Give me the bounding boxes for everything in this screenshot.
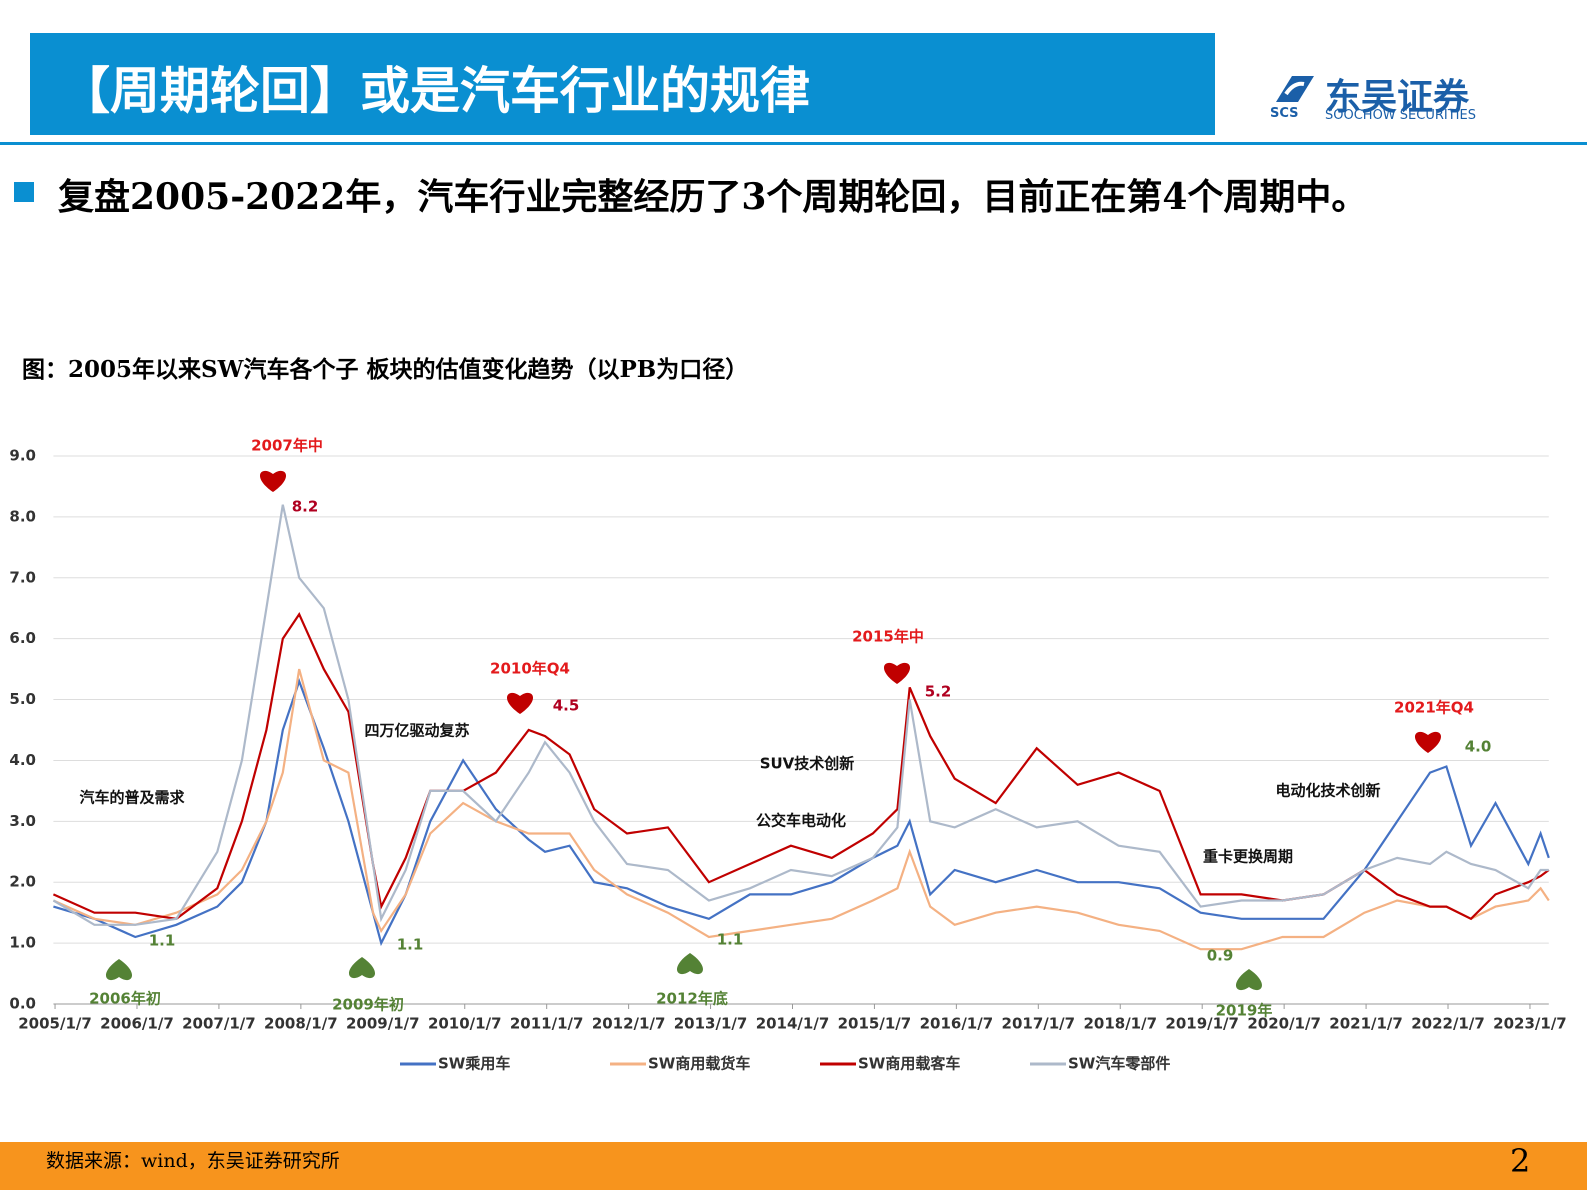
annotation: 1.1 bbox=[149, 932, 176, 950]
heart-icon bbox=[348, 957, 376, 979]
series-line bbox=[52, 504, 1549, 926]
x-tick-label: 2013/1/7 bbox=[674, 1015, 748, 1033]
source: 数据来源：wind，东吴证券研究所 bbox=[46, 1150, 340, 1172]
x-tick-label: 2020/1/7 bbox=[1247, 1015, 1321, 1033]
annotation: 四万亿驱动复苏 bbox=[364, 722, 469, 740]
x-tick-label: 2007/1/7 bbox=[182, 1015, 256, 1033]
heart-icon bbox=[259, 470, 287, 492]
annotation: 2019年 bbox=[1216, 1002, 1273, 1020]
x-tick-label: 2023/1/7 bbox=[1493, 1015, 1567, 1033]
heart-icon bbox=[1235, 969, 1263, 991]
annotation: 4.0 bbox=[1465, 738, 1492, 756]
annotation: 汽车的普及需求 bbox=[79, 789, 185, 807]
logo-mark bbox=[1276, 76, 1314, 102]
x-tick-label: 2019/1/7 bbox=[1165, 1015, 1239, 1033]
legend-label: SW乘用车 bbox=[438, 1055, 510, 1073]
y-tick-label: 3.0 bbox=[9, 812, 36, 830]
heart-icon bbox=[676, 953, 704, 975]
y-tick-label: 7.0 bbox=[9, 568, 36, 586]
annotation: 8.2 bbox=[292, 498, 319, 516]
annotation: 2007年中 bbox=[251, 437, 323, 455]
page-number: 2 bbox=[1510, 1142, 1531, 1180]
x-tick-label: 2006/1/7 bbox=[100, 1015, 174, 1033]
x-tick-label: 2009/1/7 bbox=[346, 1015, 420, 1033]
y-tick-label: 9.0 bbox=[9, 447, 36, 465]
annotation: SUV技术创新 bbox=[760, 755, 855, 773]
heart-icon bbox=[506, 692, 534, 714]
heart-icon bbox=[105, 959, 133, 981]
annotation: 4.5 bbox=[553, 697, 580, 715]
header-rule bbox=[0, 142, 1587, 145]
series-line bbox=[53, 677, 1550, 947]
y-tick-label: 4.0 bbox=[9, 751, 36, 769]
x-tick-label: 2008/1/7 bbox=[264, 1015, 338, 1033]
annotation: 2015年中 bbox=[852, 628, 924, 646]
y-tick-label: 2.0 bbox=[9, 873, 36, 891]
annotation: 1.1 bbox=[717, 931, 744, 949]
footer-bar bbox=[0, 1142, 1587, 1190]
annotation: 公交车电动化 bbox=[756, 812, 846, 830]
annotation: 2012年底 bbox=[656, 990, 728, 1008]
x-tick-label: 2015/1/7 bbox=[838, 1015, 912, 1033]
bullet-icon bbox=[14, 182, 34, 202]
y-tick-label: 5.0 bbox=[9, 690, 36, 708]
x-tick-label: 2014/1/7 bbox=[756, 1015, 830, 1033]
chart-title: 图：2005年以来SW汽车各个子 板块的估值变化趋势（以PB为口径） bbox=[22, 356, 749, 383]
x-tick-label: 2016/1/7 bbox=[920, 1015, 994, 1033]
annotation: 重卡更换周期 bbox=[1203, 848, 1293, 866]
annotation: 5.2 bbox=[925, 683, 952, 701]
x-tick-label: 2017/1/7 bbox=[1002, 1015, 1076, 1033]
annotation: 2021年Q4 bbox=[1394, 699, 1474, 717]
header-bar: 【周期轮回】或是汽车行业的规律 bbox=[30, 33, 1215, 135]
annotation: 2009年初 bbox=[332, 996, 404, 1014]
x-tick-label: 2010/1/7 bbox=[428, 1015, 502, 1033]
y-tick-label: 0.0 bbox=[9, 995, 36, 1013]
annotation: 1.1 bbox=[397, 936, 424, 954]
heart-icon bbox=[883, 662, 911, 684]
y-tick-label: 6.0 bbox=[9, 629, 36, 647]
legend-label: SW商用载货车 bbox=[648, 1055, 750, 1073]
x-tick-label: 2018/1/7 bbox=[1083, 1015, 1157, 1033]
bullet-text: 复盘2005-2022年，汽车行业完整经历了3个周期轮回，目前正在第4个周期中。 bbox=[58, 176, 1368, 218]
legend-label: SW汽车零部件 bbox=[1068, 1055, 1170, 1073]
logo-abbr: SCS bbox=[1270, 106, 1299, 121]
x-tick-label: 2021/1/7 bbox=[1329, 1015, 1403, 1033]
annotation: 2010年Q4 bbox=[490, 660, 570, 678]
logo-en: SOOCHOW SECURITIES bbox=[1325, 108, 1476, 123]
legend-label: SW商用载客车 bbox=[858, 1055, 960, 1073]
annotation: 0.9 bbox=[1207, 947, 1234, 965]
logo-text: 东吴证券 bbox=[1325, 77, 1470, 118]
annotation: 2006年初 bbox=[89, 990, 161, 1008]
annotation: 电动化技术创新 bbox=[1275, 782, 1380, 800]
x-tick-label: 2022/1/7 bbox=[1411, 1015, 1485, 1033]
x-tick-label: 2012/1/7 bbox=[592, 1015, 666, 1033]
chart: 0.0 1.0 2.0 3.0 4.0 5.0 6.0 7.0 8.0 9.0 2005/1/7 20… bbox=[9, 437, 1567, 1073]
series-line bbox=[52, 668, 1550, 951]
heart-icon bbox=[1414, 731, 1442, 753]
header-title: 【周期轮回】或是汽车行业的规律 bbox=[60, 62, 810, 120]
y-tick-label: 1.0 bbox=[9, 934, 36, 952]
x-tick-label: 2005/1/7 bbox=[18, 1015, 92, 1033]
x-tick-label: 2011/1/7 bbox=[510, 1015, 584, 1033]
y-tick-label: 8.0 bbox=[9, 507, 36, 525]
